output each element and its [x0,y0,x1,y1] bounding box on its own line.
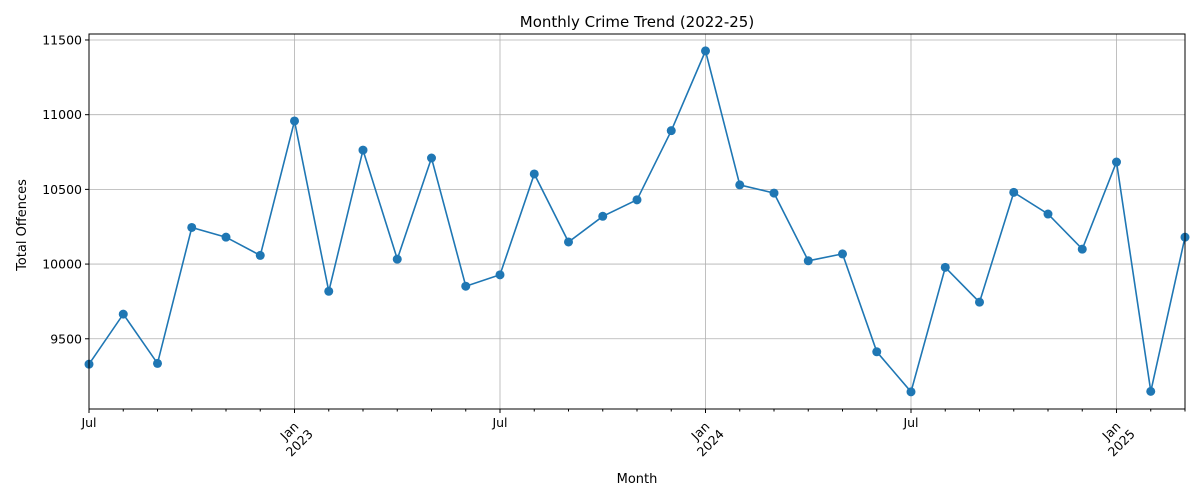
data-point [529,169,539,179]
data-point [1009,187,1019,197]
x-tick-label-month: Jul [491,415,507,430]
data-point [803,256,813,266]
data-point [769,188,779,198]
data-point [427,153,436,163]
data-point [495,270,505,280]
data-point [358,145,368,155]
chart-title: Monthly Crime Trend (2022-25) [520,13,754,31]
data-point [701,46,710,56]
data-point [1043,209,1053,219]
grid [88,34,1185,409]
data-point [221,232,231,242]
plot-frame [88,33,1186,410]
data-point [461,281,471,291]
data-point [118,309,128,319]
data-point [290,116,299,126]
data-point [872,347,882,357]
data-point [564,237,573,247]
data-point [632,195,642,205]
data-point [153,358,162,368]
y-axis-label: Total Offences [15,179,30,272]
series-line [88,48,1186,394]
data-point [255,250,265,260]
data-point [838,249,847,259]
x-tick-label-month: Jul [902,415,918,430]
y-tick-label: 11000 [42,107,82,122]
data-point [187,222,197,232]
data-point [906,387,916,397]
y-tick-label: 10000 [42,257,82,272]
y-tick-label: 10500 [42,182,82,197]
data-point [1146,386,1156,396]
data-points [84,46,1190,397]
data-point [392,254,402,264]
data-point [975,297,984,307]
data-point [598,211,608,221]
data-point [735,180,745,190]
data-point [324,286,334,296]
y-tick-label: 11500 [42,32,82,47]
y-axis: 9500 10000 10500 11000 11500 [42,32,89,346]
data-point [940,262,950,272]
x-tick-label-month: Jul [80,415,96,430]
data-point [1077,244,1087,254]
x-axis-label: Month [617,472,658,487]
data-point [1112,157,1121,167]
data-point [666,126,676,136]
y-tick-label: 9500 [50,331,82,346]
